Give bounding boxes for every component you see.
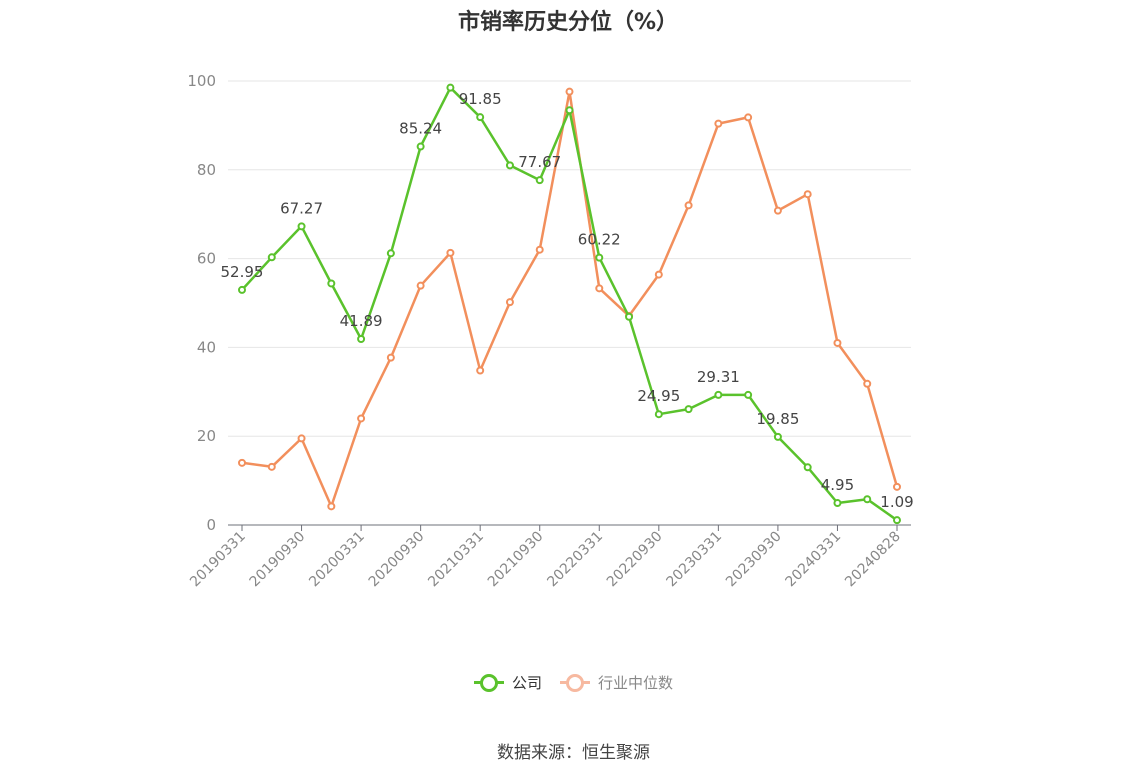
- data-point: [535, 176, 544, 185]
- data-point: [297, 222, 306, 231]
- legend-company-label: 公司: [511, 674, 542, 692]
- data-point: [833, 338, 842, 347]
- data-point: [327, 279, 336, 288]
- data-label: 52.95: [221, 263, 264, 281]
- data-label: 77.67: [518, 153, 561, 171]
- y-tick-label: 60: [197, 250, 216, 268]
- data-label: 24.95: [637, 387, 680, 405]
- data-point: [267, 462, 276, 471]
- data-point: [893, 482, 901, 491]
- data-point: [863, 495, 872, 504]
- data-point: [238, 458, 246, 467]
- data-point: [654, 410, 663, 419]
- data-label: 60.22: [578, 231, 621, 249]
- data-source: 数据来源：恒生聚源: [497, 743, 650, 763]
- data-point: [357, 414, 366, 423]
- data-point: [893, 516, 901, 525]
- data-point: [565, 106, 574, 115]
- chart-title: 市销率历史分位（%）: [457, 10, 679, 35]
- data-point: [386, 249, 395, 258]
- x-tick-label: 20230930: [723, 529, 785, 591]
- x-tick-label: 20220331: [544, 529, 606, 591]
- data-label: 29.31: [697, 368, 740, 386]
- series: [238, 83, 901, 525]
- data-point: [744, 390, 753, 399]
- data-point: [238, 285, 246, 294]
- axes: 0 20 40 60 80 100 2019033120190930202003312020…: [187, 72, 911, 590]
- data-point: [505, 298, 514, 307]
- data-point: [446, 83, 455, 92]
- x-tick-label: 20210331: [425, 529, 487, 591]
- data-point: [386, 353, 395, 362]
- data-label: 41.89: [340, 312, 383, 330]
- x-tick-label: 20190930: [247, 529, 309, 591]
- x-tick-label: 20220930: [604, 529, 666, 591]
- data-point: [625, 312, 634, 321]
- legend-industry-median-marker: [560, 674, 590, 692]
- x-tick-label: 20230331: [663, 529, 725, 591]
- data-label: 1.09: [880, 493, 913, 511]
- data-label: 67.27: [280, 199, 323, 217]
- legend-industry-median-label: 行业中位数: [598, 674, 674, 692]
- y-tick-label: 40: [197, 338, 216, 356]
- data-point: [714, 390, 723, 399]
- data-point: [505, 161, 514, 170]
- data-point: [803, 463, 812, 472]
- legend-item-industry-median[interactable]: 行业中位数: [560, 672, 673, 693]
- data-point: [267, 253, 276, 262]
- data-point: [416, 142, 425, 151]
- data-point: [565, 87, 574, 96]
- data-point: [654, 270, 663, 279]
- data-point: [595, 284, 604, 293]
- legend-company-marker: [473, 674, 504, 692]
- data-point: [595, 253, 604, 262]
- grid-lines: [228, 80, 911, 437]
- data-point: [476, 113, 485, 122]
- x-tick-label: 20200930: [366, 529, 428, 591]
- data-point: [684, 201, 693, 210]
- data-label: 91.85: [459, 90, 502, 108]
- series-line: [241, 86, 898, 522]
- x-tick-label: 20210930: [485, 529, 547, 591]
- data-label: 4.95: [821, 476, 854, 494]
- data-point: [833, 499, 842, 508]
- data-label: 85.24: [399, 120, 442, 138]
- data-point: [446, 248, 455, 257]
- y-tick-label: 20: [197, 427, 216, 445]
- y-tick-label: 0: [206, 516, 216, 534]
- data-point: [357, 335, 366, 344]
- data-point: [773, 206, 782, 215]
- data-label: 19.85: [756, 410, 799, 428]
- data-point: [416, 281, 425, 290]
- x-tick-label: 20200331: [306, 529, 368, 591]
- x-tick-label: 20240331: [783, 529, 845, 591]
- data-point: [863, 379, 872, 388]
- x-tick-label: 20240828: [842, 529, 904, 591]
- legend: 公司 行业中位数: [0, 672, 1147, 693]
- x-tick-label: 20190331: [187, 529, 249, 591]
- data-point: [803, 190, 812, 199]
- data-point: [476, 366, 485, 375]
- y-tick-label: 100: [187, 72, 216, 90]
- y-tick-label: 80: [197, 161, 216, 179]
- data-point: [327, 502, 336, 511]
- data-point: [773, 432, 782, 441]
- data-point: [297, 434, 306, 443]
- data-point: [714, 119, 723, 128]
- data-labels: 52.95 67.27 41.89 85.24 91.85 77.67 60.22 24.95…: [221, 90, 914, 511]
- data-point: [684, 405, 693, 414]
- legend-item-company[interactable]: 公司: [473, 672, 542, 693]
- data-point: [535, 245, 544, 254]
- data-point: [744, 113, 753, 122]
